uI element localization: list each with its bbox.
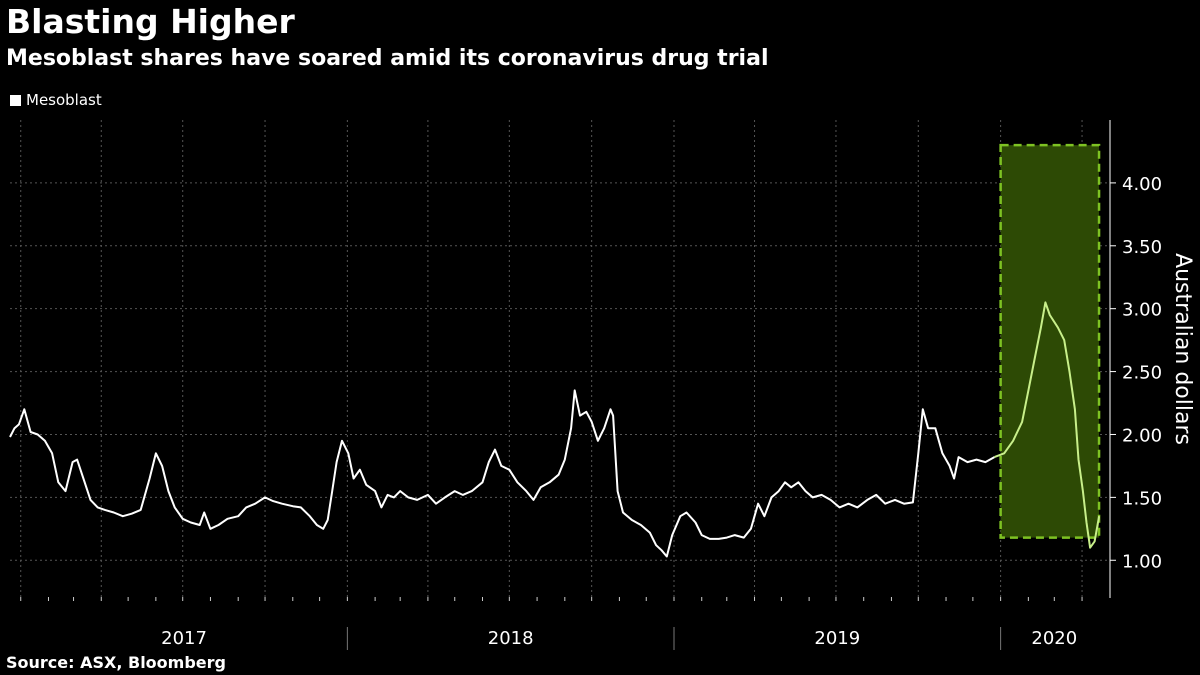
- x-tick-label: 2019: [814, 628, 860, 649]
- y-tick-label: 1.50: [1122, 488, 1162, 509]
- chart-subtitle: Mesoblast shares have soared amid its co…: [6, 46, 769, 71]
- highlight-box: [999, 143, 1101, 539]
- y-tick-label: 3.50: [1122, 237, 1162, 258]
- y-tick-label: 4.00: [1122, 174, 1162, 195]
- source-note: Source: ASX, Bloomberg: [6, 653, 226, 672]
- legend: Mesoblast: [10, 90, 102, 110]
- y-tick-label: 2.00: [1122, 425, 1162, 446]
- y-tick-label: 3.00: [1122, 300, 1162, 321]
- series-line-mesoblast: [9, 389, 995, 558]
- series-line-mesoblast-highlight: [994, 301, 1101, 549]
- y-axis-label: Australian dollars: [1170, 253, 1195, 445]
- y-tick-label: 2.50: [1122, 363, 1162, 384]
- legend-swatch: [10, 94, 21, 106]
- x-tick-label: 2020: [1031, 628, 1077, 649]
- chart-title: Blasting Higher: [6, 2, 295, 41]
- x-tick-label: 2018: [488, 628, 534, 649]
- y-tick-label: 1.00: [1122, 551, 1162, 572]
- x-tick-label: 2017: [161, 628, 207, 649]
- legend-label: Mesoblast: [26, 91, 102, 109]
